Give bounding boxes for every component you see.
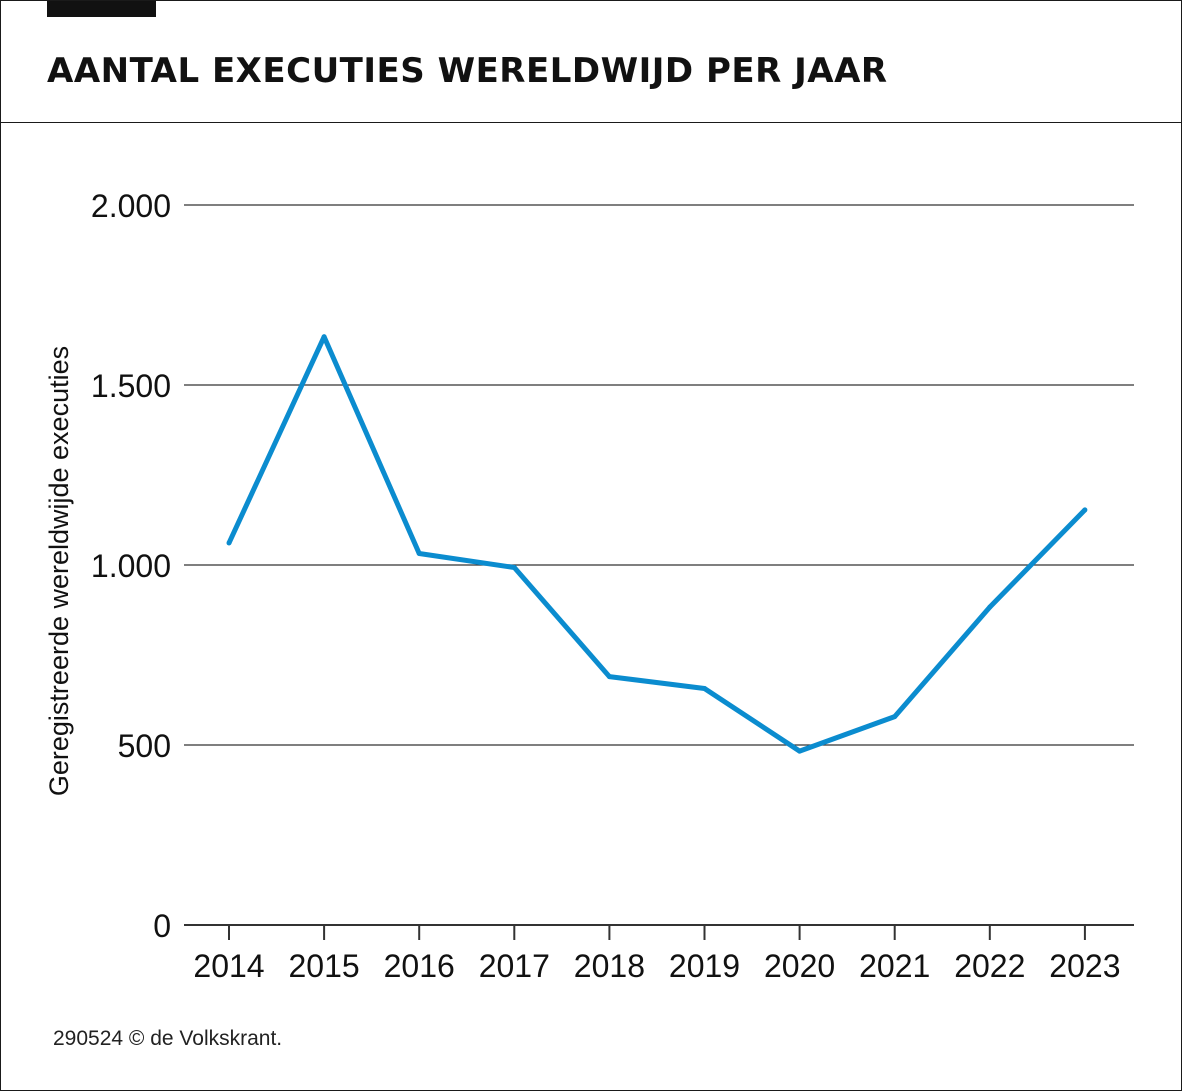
data-point [511, 565, 517, 571]
x-tick-label: 2020 [764, 948, 835, 984]
data-point [987, 604, 993, 610]
header-divider [1, 122, 1181, 123]
y-tick-label: 0 [153, 908, 171, 944]
x-tick-label: 2021 [859, 948, 930, 984]
x-tick-label: 2017 [479, 948, 550, 984]
x-tick-label: 2016 [384, 948, 455, 984]
data-point [226, 540, 232, 546]
data-point [702, 685, 707, 691]
x-tick-label: 2023 [1049, 948, 1120, 984]
y-tick-label: 2.000 [91, 188, 171, 224]
y-tick-label: 1.000 [91, 548, 171, 584]
chart-title: AANTAL EXECUTIES WERELDWIJD PER JAAR [47, 51, 888, 91]
y-axis-ticks: 0 500 1.000 1.500 2.000 [91, 188, 171, 944]
gridlines [184, 204, 1134, 926]
x-axis-ticks: 2014 2015 2016 2017 2018 2019 2020 2021 2022 2023 [193, 925, 1120, 984]
x-tick-label: 2018 [574, 948, 645, 984]
data-point [1082, 507, 1088, 513]
data-point [892, 714, 898, 720]
data-point [416, 550, 422, 556]
x-tick-label: 2015 [289, 948, 360, 984]
y-tick-label: 500 [118, 728, 171, 764]
series-group [226, 334, 1088, 754]
x-tick-label: 2022 [954, 948, 1025, 984]
data-point [606, 674, 612, 680]
header-accent-bar [47, 1, 156, 17]
x-tick-label: 2014 [193, 948, 264, 984]
y-tick-label: 1.500 [91, 368, 171, 404]
data-point [321, 334, 327, 340]
x-tick-label: 2019 [669, 948, 740, 984]
y-axis-label: Geregistreerde wereldwijde executies [44, 346, 74, 796]
footer-credit: 290524 © de Volkskrant. [53, 1027, 283, 1050]
data-point [797, 748, 803, 754]
series-line [226, 334, 1087, 754]
